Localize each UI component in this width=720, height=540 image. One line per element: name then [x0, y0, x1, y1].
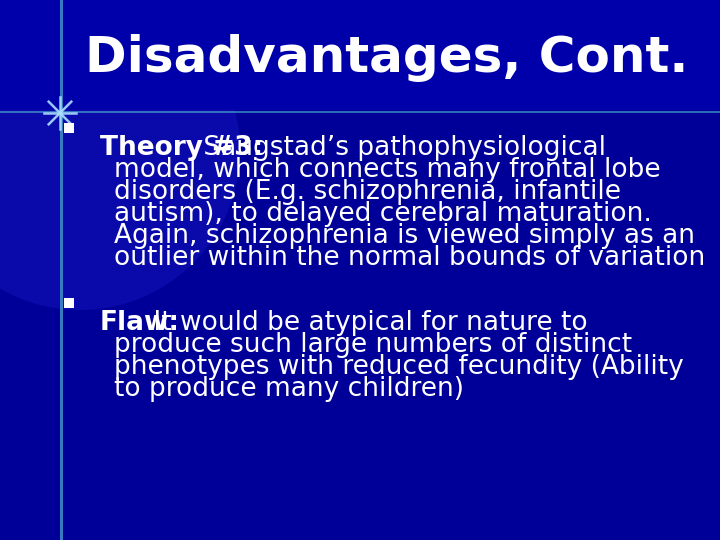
Ellipse shape	[0, 0, 240, 310]
Bar	[0, 0, 720, 110]
Text: to produce many children): to produce many children)	[114, 376, 464, 402]
Text: Again, schizophrenia is viewed simply as an: Again, schizophrenia is viewed simply as…	[114, 223, 695, 249]
Text: It would be atypical for nature to: It would be atypical for nature to	[145, 310, 588, 336]
Text: produce such large numbers of distinct: produce such large numbers of distinct	[114, 332, 632, 358]
Text: Theory #3:: Theory #3:	[100, 135, 263, 161]
Text: phenotypes with reduced fecundity (Ability: phenotypes with reduced fecundity (Abili…	[114, 354, 684, 380]
Text: model, which connects many frontal lobe: model, which connects many frontal lobe	[114, 157, 661, 183]
Text: Flaw:: Flaw:	[100, 310, 180, 336]
Bar	[60, 0, 63, 540]
Text: disorders (E.g. schizophrenia, infantile: disorders (E.g. schizophrenia, infantile	[114, 179, 621, 205]
Bar	[0, 111, 720, 113]
Text: Saugstad’s pathophysiological: Saugstad’s pathophysiological	[195, 135, 606, 161]
Text: autism), to delayed cerebral maturation.: autism), to delayed cerebral maturation.	[114, 201, 652, 227]
Text: outlier within the normal bounds of variation: outlier within the normal bounds of vari…	[114, 245, 706, 271]
Text: Disadvantages, Cont.: Disadvantages, Cont.	[85, 34, 688, 82]
Bar	[64, 298, 74, 308]
Bar	[64, 123, 74, 133]
